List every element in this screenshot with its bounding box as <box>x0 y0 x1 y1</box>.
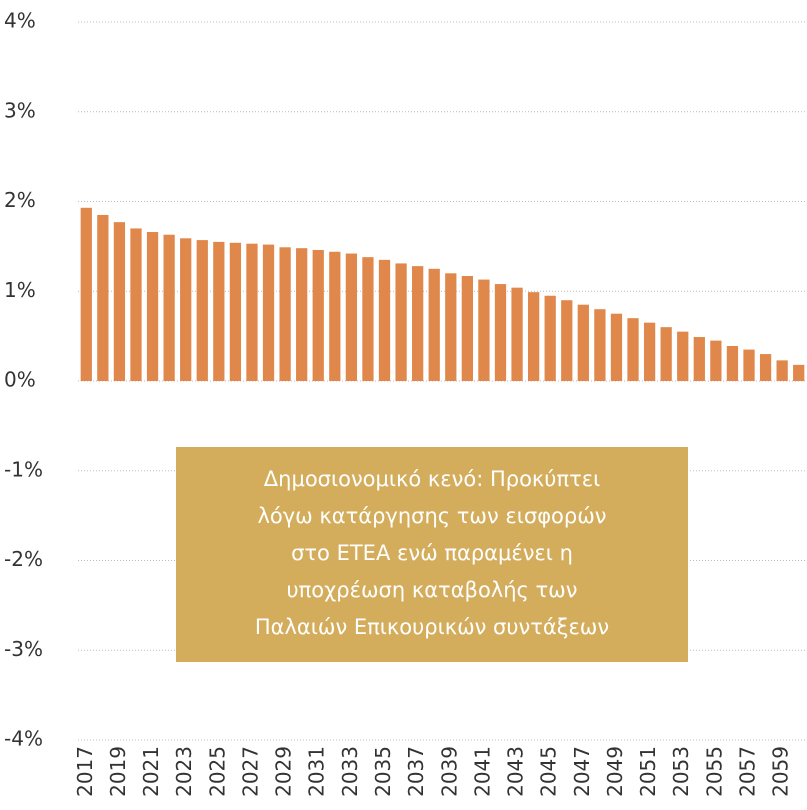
bar <box>130 228 142 381</box>
bar <box>594 309 606 381</box>
annotation-box <box>176 447 688 662</box>
annotation-text: λόγω κατάργησης των εισφορών <box>257 504 606 528</box>
bar <box>627 318 639 381</box>
x-tick-label: 2031 <box>305 746 329 797</box>
x-tick-label: 2025 <box>205 746 229 797</box>
x-tick-label: 2017 <box>73 746 97 797</box>
bar <box>163 234 175 381</box>
bar <box>677 331 689 381</box>
y-tick-label: 1% <box>4 278 36 302</box>
x-tick-label: 2021 <box>139 746 163 797</box>
bar <box>544 295 556 381</box>
bar <box>113 222 126 381</box>
bar <box>759 354 772 381</box>
x-tick-label: 2023 <box>172 746 196 797</box>
x-tick-label: 2033 <box>338 746 362 797</box>
bar <box>428 268 440 381</box>
bar <box>180 238 192 381</box>
bar <box>726 345 739 381</box>
bar <box>561 300 573 381</box>
bar <box>660 327 672 381</box>
annotation-text: υποχρέωση καταβολής των <box>287 578 578 602</box>
bar <box>710 340 722 381</box>
x-tick-label: 2053 <box>669 746 693 797</box>
bar <box>693 337 705 381</box>
x-tick-label: 2059 <box>769 746 793 797</box>
bar <box>196 240 208 381</box>
bar <box>527 292 540 381</box>
bar <box>478 279 490 381</box>
bar <box>97 214 109 381</box>
bar <box>146 232 159 381</box>
bar <box>461 275 473 381</box>
x-tick-label: 2019 <box>106 746 130 797</box>
y-tick-label: 0% <box>4 368 36 392</box>
y-tick-label: 4% <box>4 9 36 33</box>
x-tick-label: 2055 <box>702 746 726 797</box>
x-tick-label: 2029 <box>272 746 296 797</box>
x-tick-label: 2045 <box>537 746 561 797</box>
bar <box>246 243 258 381</box>
bar <box>494 284 507 381</box>
bar <box>329 251 341 381</box>
bar <box>279 247 291 381</box>
y-tick-label: 2% <box>4 188 36 212</box>
y-tick-label: -3% <box>4 637 43 661</box>
x-tick-label: 2035 <box>371 746 395 797</box>
bar <box>643 322 656 381</box>
bar <box>229 242 242 381</box>
bar <box>743 349 755 381</box>
y-tick-label: -1% <box>4 457 43 481</box>
x-tick-label: 2043 <box>504 746 528 797</box>
annotation-text: Παλαιών Επικουρικών συντάξεων <box>255 615 609 639</box>
x-tick-label: 2037 <box>404 746 428 797</box>
bar <box>511 287 523 381</box>
bar <box>362 257 374 381</box>
annotation-text: Δημοσιονομικό κενό: Προκύπτει <box>264 467 600 491</box>
bar <box>395 263 407 381</box>
x-tick-label: 2039 <box>437 746 461 797</box>
y-tick-label: -4% <box>4 727 43 751</box>
bar <box>793 364 805 381</box>
x-tick-label: 2027 <box>238 746 262 797</box>
bar <box>412 266 424 381</box>
bar <box>776 360 788 381</box>
bar <box>610 313 623 381</box>
x-tick-label: 2049 <box>603 746 627 797</box>
bar <box>213 241 225 381</box>
x-tick-label: 2051 <box>636 746 660 797</box>
x-tick-label: 2057 <box>736 746 760 797</box>
bar <box>312 249 324 381</box>
bar <box>262 244 275 381</box>
x-tick-label: 2047 <box>570 746 594 797</box>
y-tick-label: -2% <box>4 547 43 571</box>
y-tick-label: 3% <box>4 98 36 122</box>
annotation-text: στο ΕΤΕΑ ενώ παραμένει η <box>291 541 573 565</box>
bar <box>80 207 92 381</box>
bar <box>577 304 589 381</box>
bar <box>378 259 391 381</box>
bar <box>296 248 308 381</box>
bar <box>445 273 457 381</box>
bar <box>345 253 358 381</box>
x-tick-label: 2041 <box>470 746 494 797</box>
